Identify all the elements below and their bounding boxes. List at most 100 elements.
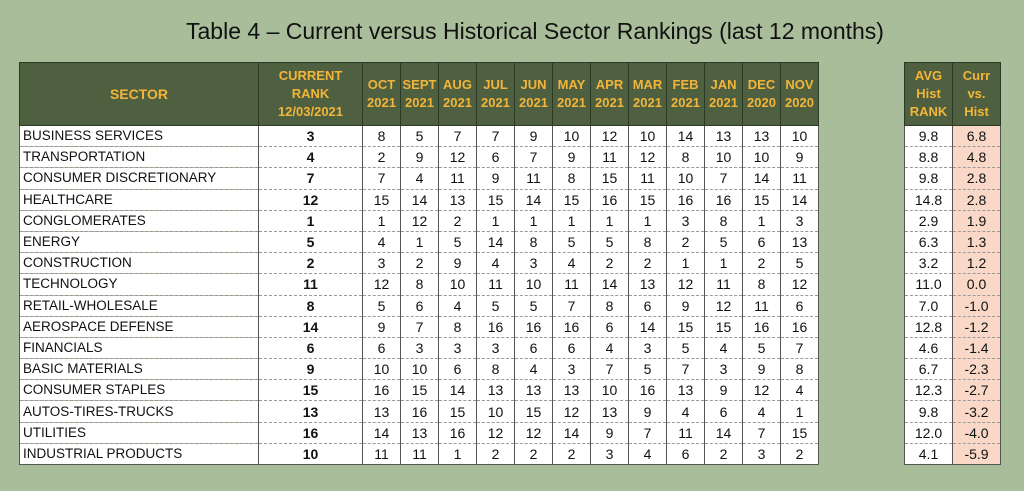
table-row: BUSINESS SERVICES 3 8 5 7 7 9 10 12 10 14 13 13 10 — [19, 125, 819, 148]
summary-row: 6.3 1.3 — [904, 231, 1001, 254]
summary-row: 3.2 1.2 — [904, 252, 1001, 275]
month-rank-cell: 2 — [590, 252, 629, 275]
avg-hist-rank-header-line: Hist — [916, 86, 941, 101]
month-rank-cell: 3 — [742, 443, 781, 466]
month-rank-cell: 16 — [628, 379, 667, 402]
month-rank-cell: 10 — [362, 358, 401, 381]
avg-hist-cell: 11.0 — [904, 273, 953, 296]
avg-hist-cell: 12.3 — [904, 379, 953, 402]
summary-row: 9.8 -3.2 — [904, 400, 1001, 423]
month-rank-cell: 2 — [704, 443, 743, 466]
month-rank-cell: 5 — [628, 358, 667, 381]
sector-cell: AEROSPACE DEFENSE — [19, 316, 259, 338]
curr-vs-hist-cell: 4.8 — [952, 146, 1001, 169]
month-rank-cell: 16 — [590, 189, 629, 211]
month-header-line: 2021 — [709, 95, 738, 110]
month-header: MAR 2021 — [628, 62, 667, 126]
month-rank-cell: 2 — [628, 252, 667, 275]
month-rank-cell: 11 — [704, 273, 743, 296]
month-rank-cell: 14 — [476, 231, 515, 254]
month-rank-cell: 1 — [400, 231, 439, 254]
month-rank-cell: 11 — [400, 443, 439, 466]
table-row: ENERGY 5 4 1 5 14 8 5 5 8 2 5 6 13 — [19, 231, 819, 254]
month-rank-cell: 9 — [362, 316, 401, 338]
month-rank-cell: 1 — [552, 210, 591, 232]
month-rank-cell: 15 — [514, 400, 553, 423]
summary-row: 12.8 -1.2 — [904, 316, 1001, 338]
month-rank-cell: 12 — [666, 273, 705, 296]
month-rank-cell: 7 — [742, 422, 781, 444]
month-rank-cell: 1 — [476, 210, 515, 232]
month-rank-cell: 5 — [514, 295, 553, 317]
month-rank-cell: 3 — [780, 210, 819, 232]
table-title: Table 4 – Current versus Historical Sect… — [186, 18, 884, 44]
summary-header-row: AVG Hist RANK Curr vs. Hist — [904, 62, 1001, 126]
month-rank-cell: 16 — [400, 400, 439, 423]
current-rank-cell: 9 — [258, 358, 363, 381]
sector-header: SECTOR — [19, 62, 259, 126]
month-rank-cell: 3 — [552, 358, 591, 381]
summary-row: 12.0 -4.0 — [904, 422, 1001, 444]
month-rank-cell: 8 — [400, 273, 439, 296]
month-rank-cell: 6 — [400, 295, 439, 317]
avg-hist-rank-header-line: RANK — [909, 104, 948, 119]
summary-row: 11.0 0.0 — [904, 273, 1001, 296]
summary-row: 4.1 -5.9 — [904, 443, 1001, 466]
month-rank-cell: 9 — [704, 379, 743, 402]
summary-row: 9.8 2.8 — [904, 167, 1001, 190]
avg-hist-cell: 4.1 — [904, 443, 953, 466]
month-rank-cell: 6 — [628, 295, 667, 317]
curr-vs-hist-cell: 1.9 — [952, 210, 1001, 232]
avg-hist-cell: 9.8 — [904, 125, 953, 148]
month-header-line: 2021 — [595, 95, 624, 110]
month-rank-cell: 14 — [742, 167, 781, 190]
month-rank-cell: 4 — [514, 358, 553, 381]
month-rank-cell: 16 — [666, 189, 705, 211]
curr-vs-hist-header: Curr vs. Hist — [952, 62, 1001, 126]
current-rank-cell: 16 — [258, 422, 363, 444]
month-header: DEC 2020 — [742, 62, 781, 126]
month-rank-cell: 10 — [514, 273, 553, 296]
curr-vs-hist-cell: -2.7 — [952, 379, 1001, 402]
month-rank-cell: 11 — [514, 167, 553, 190]
month-rank-cell: 1 — [742, 210, 781, 232]
month-rank-cell: 1 — [704, 252, 743, 275]
month-header: JUL 2021 — [476, 62, 515, 126]
summary-row: 7.0 -1.0 — [904, 295, 1001, 317]
table-row: UTILITIES 16 14 13 16 12 12 14 9 7 11 14 7 15 — [19, 422, 819, 444]
month-rank-cell: 1 — [666, 252, 705, 275]
current-rank-header-line: 12/03/2021 — [277, 104, 344, 119]
month-rank-cell: 5 — [780, 252, 819, 275]
month-header-line: NOV — [785, 77, 814, 92]
month-rank-cell: 12 — [704, 295, 743, 317]
month-rank-cell: 2 — [666, 231, 705, 254]
table-row: BASIC MATERIALS 9 10 10 6 8 4 3 7 5 7 3 9 8 — [19, 358, 819, 381]
month-header: JUN 2021 — [514, 62, 553, 126]
sector-cell: BUSINESS SERVICES — [19, 125, 259, 148]
month-rank-cell: 13 — [666, 379, 705, 402]
month-rank-cell: 2 — [438, 210, 477, 232]
month-rank-cell: 8 — [552, 167, 591, 190]
month-rank-cell: 5 — [476, 295, 515, 317]
month-rank-cell: 2 — [514, 443, 553, 466]
month-rank-cell: 13 — [552, 379, 591, 402]
sector-cell: RETAIL-WHOLESALE — [19, 295, 259, 317]
summary-row: 2.9 1.9 — [904, 210, 1001, 232]
month-rank-cell: 1 — [780, 400, 819, 423]
table-row: CONSUMER DISCRETIONARY 7 7 4 11 9 11 8 15 11 10 7 14… — [19, 167, 819, 190]
header-row: SECTOR CURRENT RANK 12/03/2021 OCT 2021 SEPT 20… — [19, 62, 819, 126]
month-header-line: 2021 — [367, 95, 396, 110]
month-header-line: 2021 — [481, 95, 510, 110]
month-rank-cell: 7 — [590, 358, 629, 381]
month-rank-cell: 5 — [590, 231, 629, 254]
current-rank-header-line: CURRENT — [278, 68, 343, 83]
month-rank-cell: 13 — [742, 125, 781, 148]
month-rank-cell: 13 — [476, 379, 515, 402]
month-header-line: 2021 — [557, 95, 586, 110]
month-rank-cell: 15 — [476, 189, 515, 211]
month-rank-cell: 13 — [362, 400, 401, 423]
curr-vs-hist-cell: 2.8 — [952, 167, 1001, 190]
month-rank-cell: 11 — [476, 273, 515, 296]
month-rank-cell: 6 — [362, 337, 401, 360]
avg-hist-rank-header-line: AVG — [914, 68, 943, 83]
